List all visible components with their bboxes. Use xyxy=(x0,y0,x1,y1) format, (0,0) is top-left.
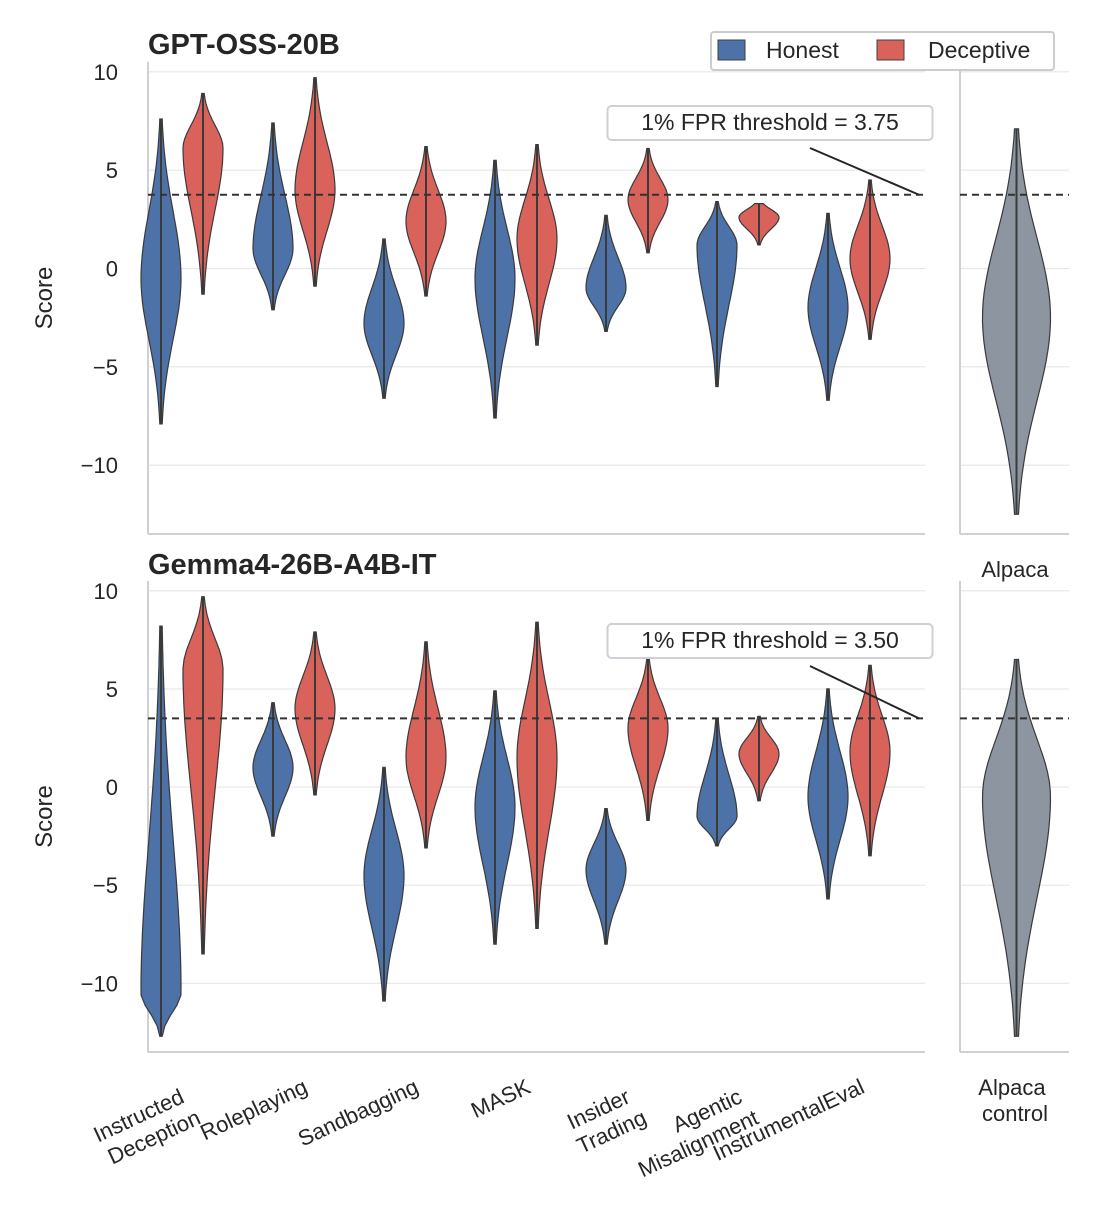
threshold-annotation-pointer xyxy=(809,665,920,720)
legend-swatch-honest xyxy=(717,39,746,61)
panel-title: Gemma4-26B-A4B-IT xyxy=(148,549,437,581)
panel-gemma4-26b-a4b-it: 10 5 0 −5 −10 Score Gemma4-26B-A4B-IT 1% FPR th… xyxy=(31,549,1069,1053)
y-tick-label: 5 xyxy=(106,158,118,183)
panel-title: GPT-OSS-20B xyxy=(148,29,340,61)
x-label-insider-trading: Insider Trading xyxy=(562,1081,650,1158)
legend-label-honest: Honest xyxy=(766,37,839,63)
x-label-line: Sandbagging xyxy=(294,1074,422,1151)
x-label-line: Alpaca xyxy=(978,1075,1046,1100)
y-tick-label: 5 xyxy=(106,677,118,702)
threshold-annotation-label: 1% FPR threshold = 3.75 xyxy=(641,109,899,135)
threshold-annotation-label: 1% FPR threshold = 3.50 xyxy=(641,627,899,653)
x-label-instructed-deception: Instructed Deception xyxy=(90,1081,205,1171)
legend-swatch-deceptive xyxy=(876,39,905,61)
chart-panels: 10 5 0 −5 −10 Score GPT-OSS-20B 1% FPR threshol… xyxy=(31,29,1069,1053)
x-label-sandbagging: Sandbagging xyxy=(294,1074,422,1151)
y-tick-label: −5 xyxy=(93,873,118,898)
alpaca-panel-title: Alpaca xyxy=(981,557,1049,582)
threshold-annotation-pointer xyxy=(809,147,920,196)
y-tick-label: −10 xyxy=(81,971,118,996)
y-tick-label: −10 xyxy=(81,453,118,478)
x-label-alpaca-control: Alpaca control xyxy=(978,1075,1051,1126)
legend-label-deceptive: Deceptive xyxy=(928,37,1030,63)
x-label-line: MASK xyxy=(467,1074,534,1123)
x-label-mask: MASK xyxy=(467,1074,534,1123)
threshold-annotation-box xyxy=(606,105,934,141)
x-label-roleplaying: Roleplaying xyxy=(196,1074,311,1145)
x-label-line: control xyxy=(982,1101,1048,1126)
x-category-labels: Instructed Deception Roleplaying Sandbag… xyxy=(90,1074,1051,1182)
y-tick-label: 10 xyxy=(94,579,118,604)
y-axis-title: Score xyxy=(31,785,58,848)
y-tick-label: −5 xyxy=(93,355,118,380)
panel-gpt-oss-20b: 10 5 0 −5 −10 Score GPT-OSS-20B 1% FPR threshol… xyxy=(31,29,1069,535)
y-tick-label: 10 xyxy=(94,60,118,85)
y-axis-title: Score xyxy=(31,267,58,330)
y-tick-label: 0 xyxy=(106,257,118,282)
legend: Honest Deceptive xyxy=(710,31,1055,71)
y-tick-label: 0 xyxy=(106,775,118,800)
threshold-annotation-box xyxy=(606,623,934,659)
x-label-line: Roleplaying xyxy=(196,1074,311,1145)
